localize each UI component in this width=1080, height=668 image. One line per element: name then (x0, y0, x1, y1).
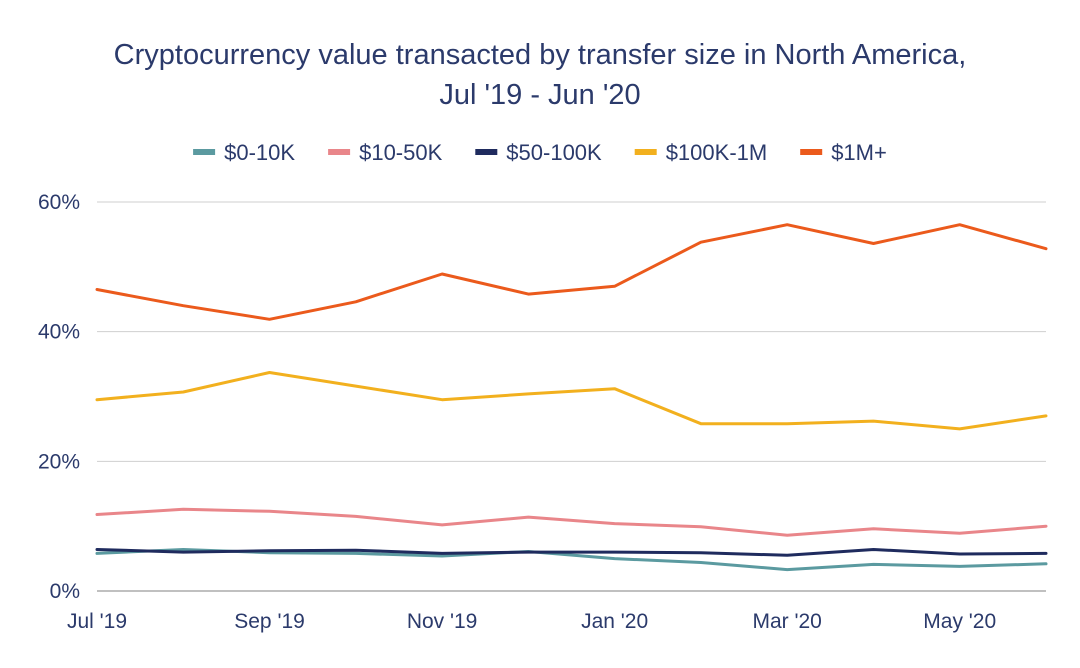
y-tick-label: 0% (50, 580, 80, 603)
gridlines (97, 201, 1046, 592)
legend-label: $50-100K (506, 140, 602, 165)
legend-swatch (193, 149, 216, 155)
legend-label: $10-50K (359, 140, 443, 165)
legend-label: $100K-1M (666, 140, 768, 165)
legend-item: $10-50K (328, 140, 443, 165)
legend-item: $100K-1M (634, 140, 768, 165)
x-tick-label: Jan '20 (581, 610, 648, 633)
legend-item: $1M+ (800, 140, 887, 165)
legend-label: $1M+ (831, 140, 887, 165)
chart-title-line-2: Jul '19 - Jun '20 (439, 79, 640, 111)
x-tick-label: Nov '19 (407, 610, 478, 633)
y-tick-label: 20% (38, 450, 80, 473)
series-line-4 (95, 223, 1048, 321)
legend-item: $0-10K (193, 140, 295, 165)
x-tick-label: Mar '20 (752, 610, 821, 633)
series-line-2 (95, 548, 1048, 557)
series-lines (95, 223, 1048, 572)
legend-item: $50-100K (475, 140, 602, 165)
legend-label: $0-10K (224, 140, 295, 165)
y-axis-ticks: 0% 20% 40% 60% (38, 191, 80, 603)
x-tick-label: Sep '19 (234, 610, 305, 633)
series-line-1 (95, 507, 1048, 537)
legend-swatch (475, 149, 498, 155)
x-tick-label: Jul '19 (67, 610, 127, 633)
series-line-3 (95, 371, 1048, 431)
legend-swatch (328, 149, 351, 155)
legend-swatch (634, 149, 657, 155)
y-tick-label: 60% (38, 191, 80, 214)
chart-title-line-1: Cryptocurrency value transacted by trans… (114, 39, 967, 71)
y-tick-label: 40% (38, 321, 80, 344)
x-axis-ticks: Jul '19 Sep '19 Nov '19 Jan '20 Mar '20 May '… (67, 610, 996, 633)
legend-swatch (800, 149, 823, 155)
chart-title: Cryptocurrency value transacted by trans… (114, 39, 967, 111)
legend: $0-10K $10-50K $50-100K $100K-1M $1M+ (193, 140, 887, 165)
x-tick-label: May '20 (923, 610, 996, 633)
